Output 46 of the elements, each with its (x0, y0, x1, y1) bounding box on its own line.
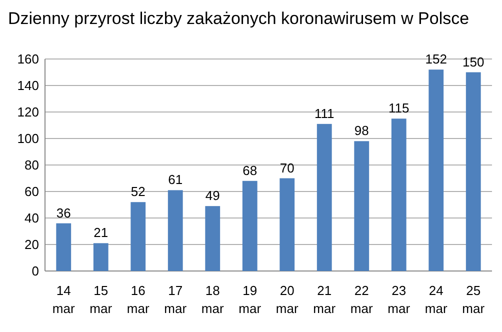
x-tick-label: 15 mar (90, 283, 113, 316)
data-label: 52 (130, 184, 146, 200)
y-tick-label: 60 (24, 184, 39, 200)
bar (242, 180, 258, 271)
bar (130, 202, 146, 271)
data-label: 21 (94, 225, 108, 240)
x-tick-label: 18 mar (201, 283, 224, 316)
data-label: 111 (314, 106, 334, 121)
bar (428, 70, 444, 271)
x-tick-label: 19 mar (238, 283, 262, 316)
bar (391, 118, 406, 271)
y-tick-label: 20 (24, 237, 39, 252)
y-tick-label: 80 (24, 158, 39, 173)
y-tick-label: 120 (17, 104, 39, 120)
y-tick-label: 140 (17, 78, 39, 94)
y-tick-label: 100 (17, 131, 39, 146)
bar (205, 206, 220, 271)
bar (168, 190, 183, 271)
bar (466, 72, 481, 271)
y-tick-label: 40 (24, 210, 39, 226)
data-label: 152 (425, 52, 447, 67)
x-tick-label: 24 mar (424, 283, 448, 316)
x-tick-label: 25 mar (462, 283, 486, 316)
data-label: 68 (242, 162, 258, 178)
data-label: 70 (280, 160, 294, 176)
x-tick-label: 14 mar (52, 283, 76, 316)
data-label: 36 (56, 205, 71, 220)
bar (280, 178, 295, 271)
data-label: 98 (354, 123, 369, 138)
bar (56, 223, 72, 271)
data-label: 150 (462, 54, 484, 70)
x-tick-label: 20 mar (276, 283, 299, 316)
data-label: 49 (205, 188, 220, 204)
data-label: 61 (168, 172, 183, 188)
x-tick-label: 22 mar (350, 283, 374, 316)
x-tick-label: 17 mar (164, 283, 188, 316)
x-tick-label: 21 mar (313, 283, 336, 316)
bar (354, 141, 370, 271)
data-label: 115 (388, 100, 410, 116)
y-tick-label: 0 (32, 264, 39, 279)
y-tick-label: 160 (17, 52, 39, 67)
x-tick-label: 16 mar (126, 283, 150, 316)
x-tick-label: 23 mar (388, 283, 411, 316)
bar (93, 243, 108, 271)
chart-title: Dzienny przyrost liczby zakażonych koronawirusem w Polsce (8, 9, 470, 28)
bar (316, 124, 332, 271)
